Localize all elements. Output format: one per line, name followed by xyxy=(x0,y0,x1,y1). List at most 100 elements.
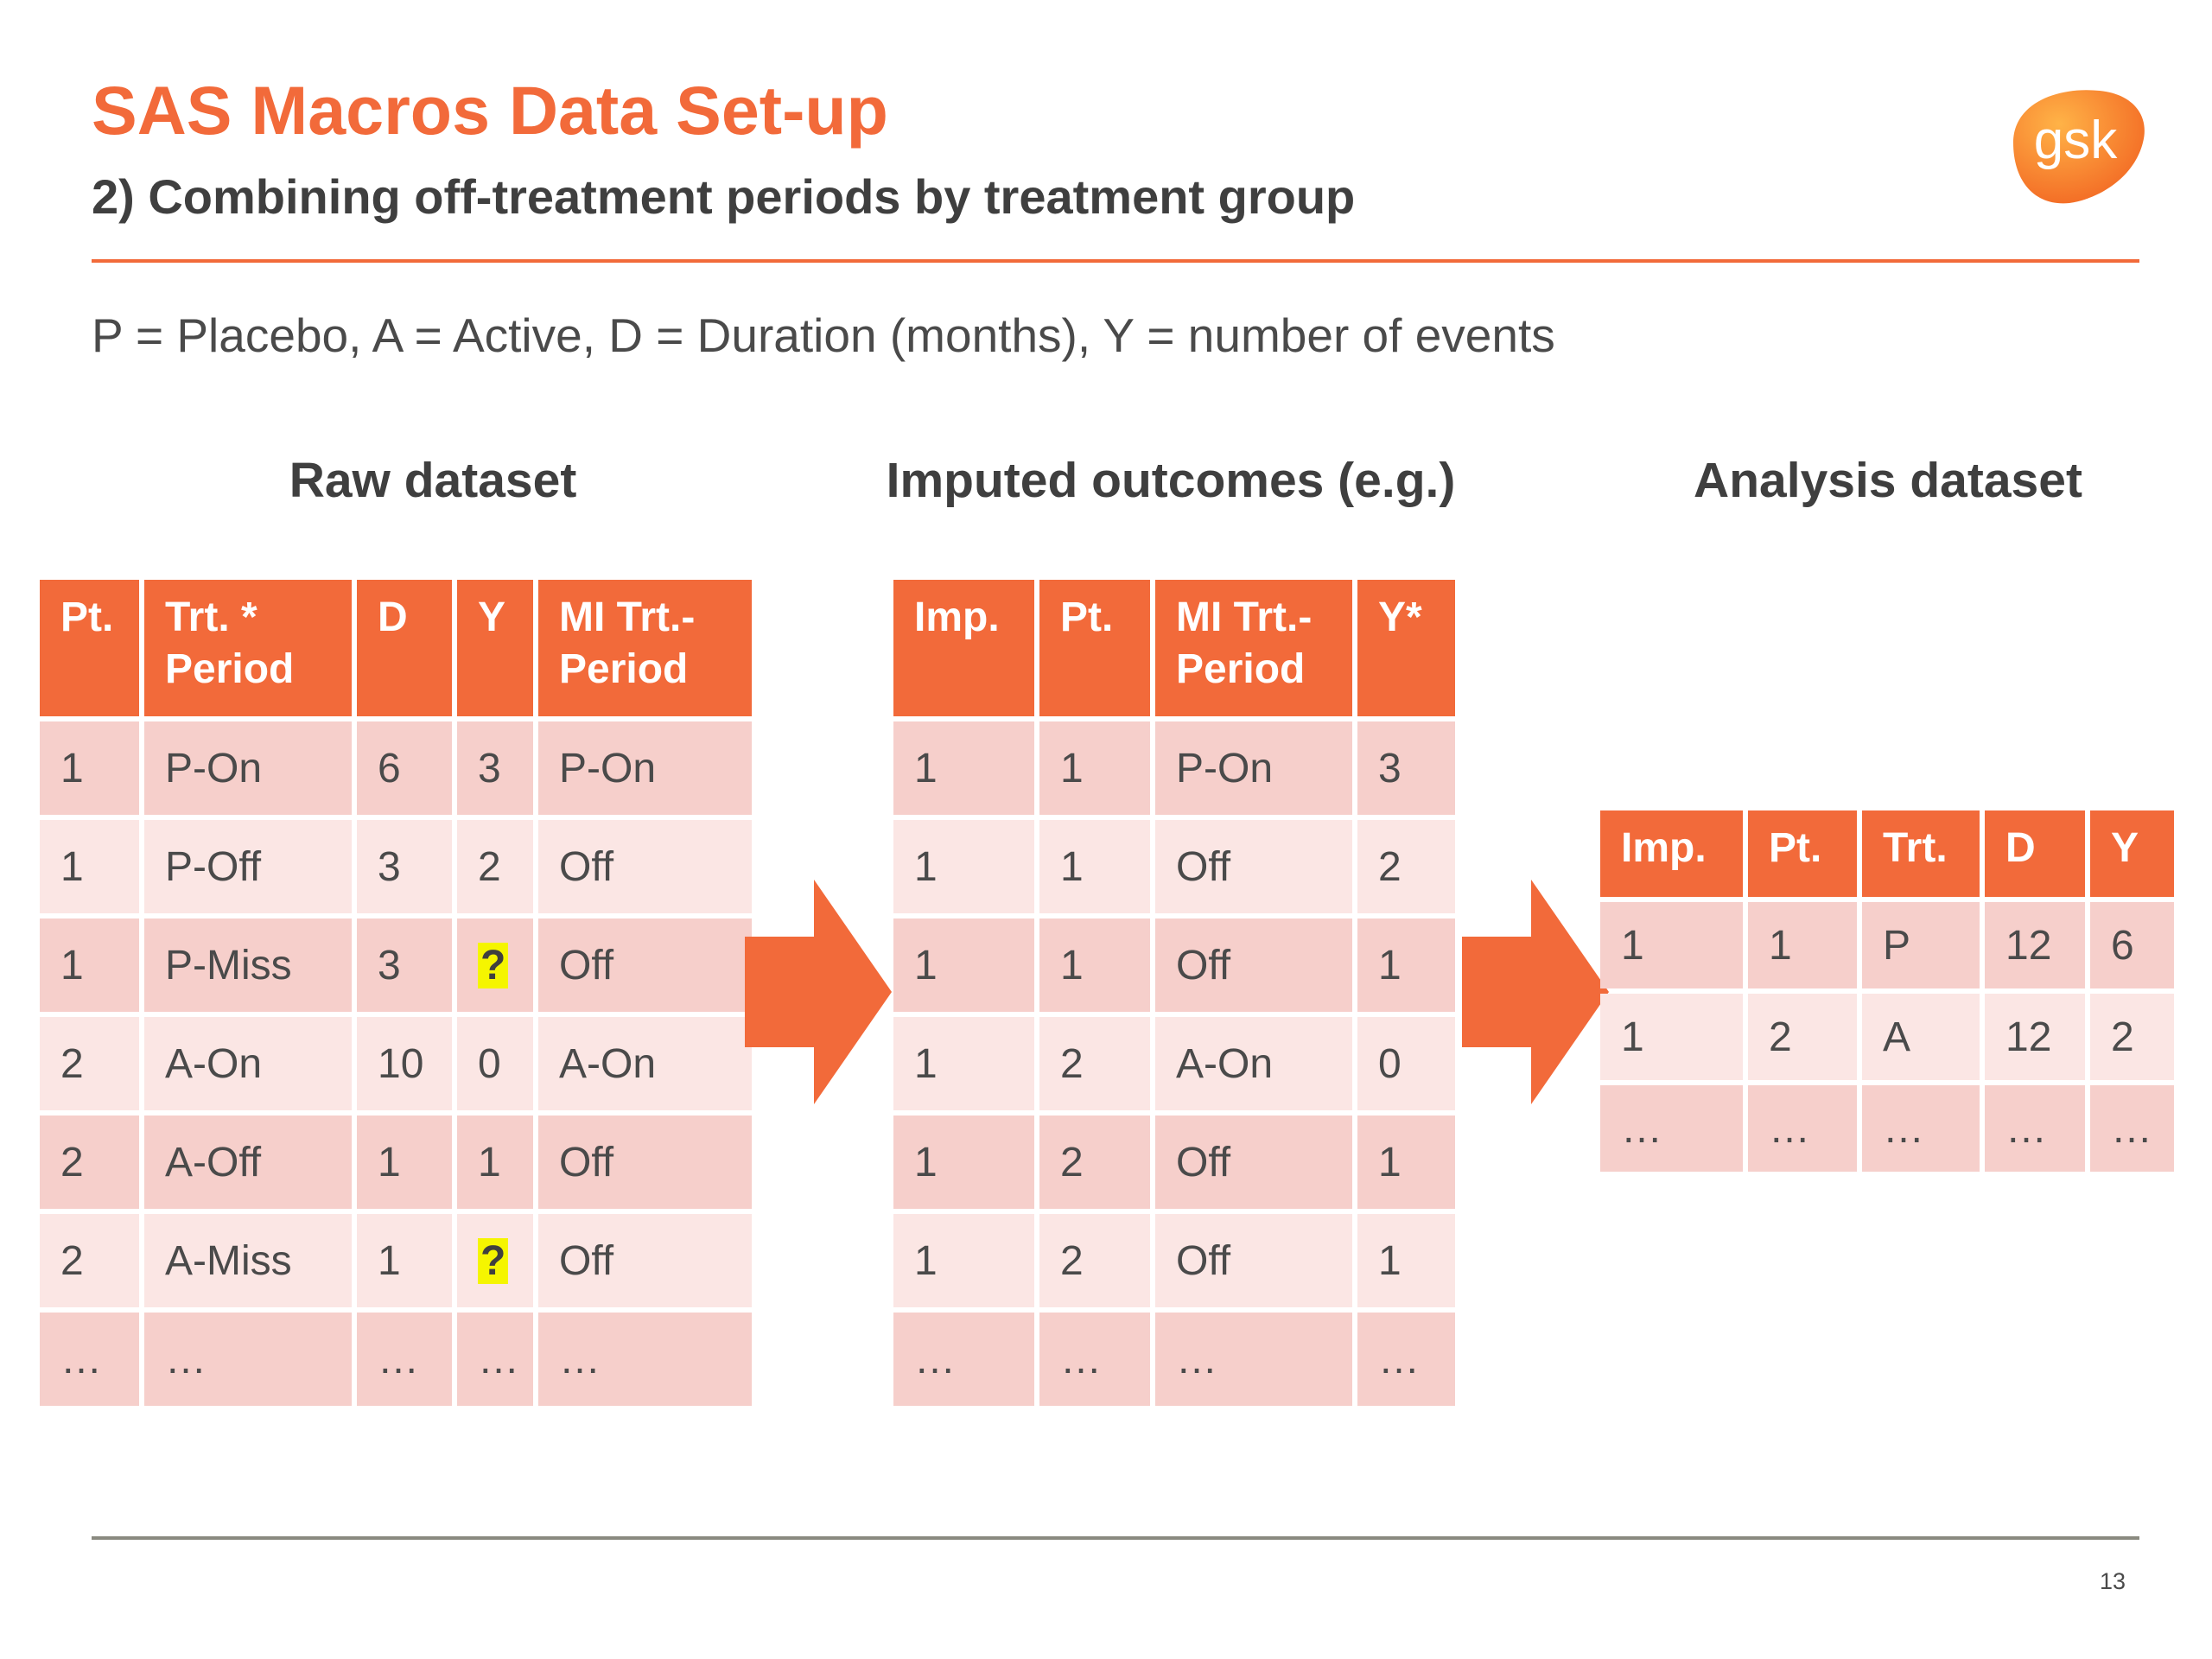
table-cell: 1 xyxy=(457,1116,533,1209)
table-row: 1 2 Off 1 xyxy=(893,1214,1455,1307)
table-cell: 3 xyxy=(357,820,452,913)
table-cell: 1 xyxy=(357,1214,452,1307)
table-cell: 1 xyxy=(357,1116,452,1209)
table-cell: 2 xyxy=(457,820,533,913)
column-header: Y* xyxy=(1357,580,1455,716)
slide-subtitle: 2) Combining off-treatment periods by tr… xyxy=(92,169,1356,224)
table-cell: 3 xyxy=(1357,721,1455,815)
table-cell: … xyxy=(1862,1085,1980,1172)
abbreviation-legend: P = Placebo, A = Active, D = Duration (m… xyxy=(92,308,1555,362)
table-header-row: Imp. Pt. MI Trt.- Period Y* xyxy=(893,580,1455,716)
table-cell: P xyxy=(1862,902,1980,988)
table-cell: 1 xyxy=(1357,1214,1455,1307)
table-row: 1 P-On 6 3 P-On xyxy=(40,721,752,815)
table-row: 2 A-Miss 1? Off xyxy=(40,1214,752,1307)
table-row: …………… xyxy=(1600,1085,2174,1172)
footer-divider xyxy=(92,1536,2139,1540)
table-cell: 2 xyxy=(1039,1214,1150,1307)
table-row: 1 P-Off 3 2 Off xyxy=(40,820,752,913)
table-cell: 1 xyxy=(1357,1116,1455,1209)
table-cell: 1 xyxy=(893,1017,1034,1110)
table-cell: 3 xyxy=(457,721,533,815)
table-cell: Off xyxy=(1155,918,1352,1012)
table-row: 1 1 Off 2 xyxy=(893,820,1455,913)
table-cell: P-Off xyxy=(144,820,352,913)
table-cell: 1 xyxy=(1748,902,1857,988)
table-cell: A-On xyxy=(538,1017,752,1110)
imputed-outcomes-heading: Imputed outcomes (e.g.) xyxy=(886,453,1456,508)
table-cell: A-Miss xyxy=(144,1214,352,1307)
table-cell: 1 xyxy=(893,820,1034,913)
analysis-dataset-table: Imp. Pt. Trt. D Y 1 1 P 12 6 1 2 A 12 2…………… xyxy=(1595,805,2179,1177)
table-cell: … xyxy=(1600,1085,1743,1172)
column-header: Imp. xyxy=(893,580,1034,716)
table-cell: 0 xyxy=(457,1017,533,1110)
table-cell: P-On xyxy=(1155,721,1352,815)
table-cell: 1 xyxy=(1600,902,1743,988)
arrow-right-icon xyxy=(745,880,892,1104)
arrow-right-icon xyxy=(1462,880,1609,1104)
table-row: 1 2 A 12 2 xyxy=(1600,994,2174,1080)
column-header: Trt. xyxy=(1862,810,1980,897)
column-header: Y xyxy=(457,580,533,716)
table-cell: … xyxy=(1155,1313,1352,1406)
table-cell: … xyxy=(1039,1313,1150,1406)
page-number: 13 xyxy=(2100,1568,2126,1594)
table-cell: 2 xyxy=(2090,994,2174,1080)
table-cell: Off xyxy=(1155,820,1352,913)
table-cell: … xyxy=(40,1313,139,1406)
table-cell: ? xyxy=(457,918,533,1012)
column-header: Pt. xyxy=(40,580,139,716)
missing-value-highlight: ? xyxy=(478,942,509,988)
table-cell: A xyxy=(1862,994,1980,1080)
table-cell: A-On xyxy=(144,1017,352,1110)
table-cell: 1 xyxy=(893,918,1034,1012)
table-cell: P-On xyxy=(538,721,752,815)
table-cell: 1 xyxy=(1039,820,1150,913)
table-row: 1 1 Off 1 xyxy=(893,918,1455,1012)
table-cell: 2 xyxy=(40,1017,139,1110)
gsk-logo: gsk xyxy=(2013,90,2145,204)
table-cell: P-On xyxy=(144,721,352,815)
table-cell: 6 xyxy=(357,721,452,815)
column-header: D xyxy=(357,580,452,716)
table-cell: 1 xyxy=(40,918,139,1012)
raw-dataset-table: Pt. Trt. * Period D Y MI Trt.- Period 1 P-On 6 3 P… xyxy=(35,575,757,1411)
table-cell: 1 xyxy=(893,1116,1034,1209)
table-cell: Off xyxy=(538,820,752,913)
table-cell: 2 xyxy=(1748,994,1857,1080)
header-divider xyxy=(92,259,2139,263)
table-cell: 1 xyxy=(40,721,139,815)
table-row: 1 2 Off 1 xyxy=(893,1116,1455,1209)
table-cell: … xyxy=(1748,1085,1857,1172)
table-cell: … xyxy=(2090,1085,2174,1172)
table-cell: 2 xyxy=(1039,1116,1150,1209)
table-row: …………… xyxy=(40,1313,752,1406)
raw-dataset-heading: Raw dataset xyxy=(289,453,577,508)
table-cell: 2 xyxy=(40,1214,139,1307)
missing-value-highlight: ? xyxy=(478,1237,509,1284)
imputed-outcomes-table: Imp. Pt. MI Trt.- Period Y* 1 1 P-On 3 1 1 Off 2 1 1 O… xyxy=(888,575,1460,1411)
table-cell: 12 xyxy=(1985,994,2085,1080)
analysis-dataset-heading: Analysis dataset xyxy=(1694,453,2082,508)
table-row: 2 A-Off 1 1 Off xyxy=(40,1116,752,1209)
table-cell: Off xyxy=(1155,1214,1352,1307)
table-cell: 1 xyxy=(40,820,139,913)
table-cell: Off xyxy=(538,918,752,1012)
table-header-row: Pt. Trt. * Period D Y MI Trt.- Period xyxy=(40,580,752,716)
table-cell: … xyxy=(1357,1313,1455,1406)
table-cell: 2 xyxy=(40,1116,139,1209)
table-cell: 2 xyxy=(1357,820,1455,913)
column-header: Pt. xyxy=(1748,810,1857,897)
table-cell: Off xyxy=(1155,1116,1352,1209)
column-header: D xyxy=(1985,810,2085,897)
table-cell: 1 xyxy=(1039,918,1150,1012)
table-header-row: Imp. Pt. Trt. D Y xyxy=(1600,810,2174,897)
table-cell: 1 xyxy=(893,721,1034,815)
table-row: 1 P-Miss 3? Off xyxy=(40,918,752,1012)
logo-text: gsk xyxy=(2034,111,2118,170)
table-row: 1 1 P 12 6 xyxy=(1600,902,2174,988)
table-row: 1 2 A-On 0 xyxy=(893,1017,1455,1110)
table-cell: 2 xyxy=(1039,1017,1150,1110)
table-cell: … xyxy=(538,1313,752,1406)
